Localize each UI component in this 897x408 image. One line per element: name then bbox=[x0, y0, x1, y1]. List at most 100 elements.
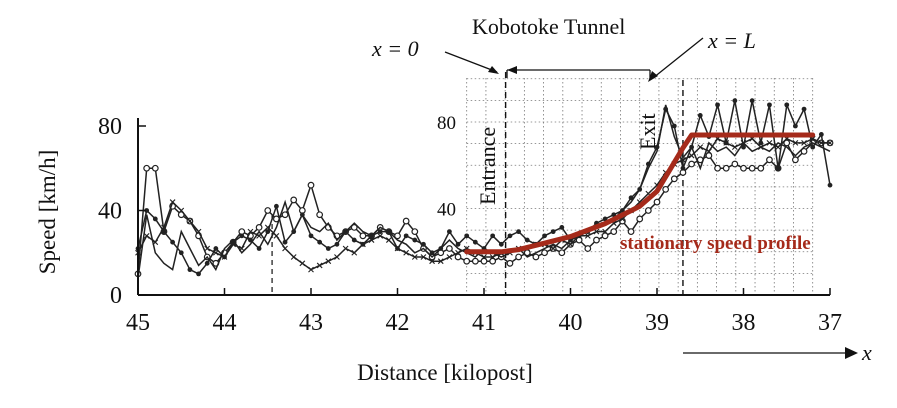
data-point bbox=[766, 156, 773, 164]
data-point bbox=[801, 106, 807, 112]
data-point bbox=[723, 140, 730, 146]
data-point bbox=[688, 160, 695, 168]
data-point bbox=[403, 249, 410, 256]
data-point bbox=[325, 246, 331, 251]
x0-label: x = 0 bbox=[371, 36, 419, 61]
data-point bbox=[697, 113, 703, 118]
entrance-label: Entrance bbox=[475, 127, 500, 205]
data-point bbox=[437, 258, 444, 265]
data-point bbox=[421, 241, 426, 247]
data-point bbox=[757, 164, 765, 172]
data-point bbox=[178, 250, 184, 256]
data-point bbox=[368, 237, 375, 243]
data-point bbox=[213, 246, 219, 251]
data-point bbox=[316, 262, 323, 269]
x-tick-label: 41 bbox=[472, 310, 496, 336]
data-point bbox=[350, 223, 358, 231]
y-tick-labels: 0 40 80 bbox=[98, 114, 122, 309]
data-point bbox=[308, 233, 314, 239]
data-point bbox=[360, 241, 366, 248]
data-point bbox=[308, 266, 314, 273]
data-point bbox=[290, 196, 298, 204]
data-point bbox=[144, 208, 150, 213]
data-point bbox=[447, 229, 452, 235]
data-point bbox=[731, 144, 738, 151]
data-point bbox=[793, 123, 798, 129]
data-point bbox=[810, 144, 816, 150]
data-point bbox=[489, 257, 497, 265]
axes bbox=[137, 118, 831, 296]
data-point bbox=[411, 254, 418, 260]
data-point bbox=[749, 98, 755, 104]
data-point bbox=[714, 164, 721, 172]
data-point bbox=[221, 254, 228, 260]
y-tick-label: 0 bbox=[110, 283, 122, 309]
data-point bbox=[143, 232, 150, 239]
series-line-4 bbox=[137, 104, 831, 279]
data-point bbox=[464, 233, 470, 239]
data-point bbox=[584, 245, 592, 252]
data-point bbox=[767, 102, 772, 108]
data-point bbox=[506, 259, 514, 267]
annotation-arrows bbox=[444, 37, 848, 354]
x0-arrowhead bbox=[488, 66, 499, 74]
data-point bbox=[481, 254, 487, 260]
data-point bbox=[307, 181, 315, 189]
data-point bbox=[402, 217, 410, 225]
data-point bbox=[818, 140, 825, 146]
data-point bbox=[247, 228, 254, 235]
data-point bbox=[351, 249, 358, 256]
data-point bbox=[610, 228, 618, 236]
inner-y-tick-label: 80 bbox=[437, 113, 456, 134]
data-point bbox=[784, 102, 790, 108]
x-tick-label: 42 bbox=[386, 310, 410, 336]
data-point bbox=[775, 165, 781, 171]
x0-pointer bbox=[444, 51, 498, 73]
x-tick-label: 43 bbox=[299, 310, 323, 336]
data-point bbox=[161, 224, 167, 231]
data-point bbox=[377, 232, 384, 239]
data-point bbox=[758, 140, 764, 146]
data-point bbox=[792, 156, 799, 164]
x-tick-label: 38 bbox=[732, 310, 756, 336]
data-point bbox=[429, 258, 435, 265]
data-point bbox=[377, 229, 383, 235]
data-point bbox=[818, 132, 824, 137]
x-axis-label: Distance [kilopost] bbox=[357, 360, 533, 385]
data-point bbox=[550, 245, 557, 252]
data-point bbox=[558, 249, 566, 257]
data-point bbox=[636, 215, 644, 223]
profile-label: stationary speed profile bbox=[620, 233, 811, 254]
data-point bbox=[152, 216, 158, 222]
x-tick-label: 39 bbox=[645, 310, 669, 336]
data-point bbox=[602, 228, 608, 235]
data-point bbox=[680, 156, 686, 163]
data-point bbox=[299, 260, 306, 267]
stationary-speed-profile bbox=[464, 132, 816, 255]
data-point bbox=[722, 164, 730, 172]
data-point bbox=[792, 140, 799, 146]
data-point bbox=[212, 249, 219, 256]
data-point bbox=[524, 237, 530, 243]
data-point bbox=[342, 245, 349, 252]
data-point bbox=[827, 140, 833, 146]
inner-y-tick-label: 40 bbox=[437, 200, 456, 221]
x-tick-label: 37 bbox=[818, 310, 842, 336]
data-point bbox=[143, 164, 151, 172]
data-point bbox=[325, 258, 332, 265]
data-point bbox=[317, 239, 323, 245]
data-point bbox=[516, 229, 521, 235]
data-point bbox=[541, 249, 548, 257]
data-point bbox=[800, 147, 808, 155]
xL-label: x = L bbox=[707, 28, 756, 53]
data-point bbox=[274, 203, 279, 209]
y-tick-label: 80 bbox=[98, 114, 122, 140]
xL-pointer bbox=[652, 37, 704, 79]
data-point bbox=[290, 254, 297, 260]
data-point bbox=[196, 271, 201, 277]
data-point bbox=[187, 218, 193, 224]
data-point bbox=[334, 241, 340, 247]
data-point bbox=[239, 233, 245, 239]
data-point bbox=[472, 239, 478, 245]
data-point bbox=[411, 228, 419, 236]
